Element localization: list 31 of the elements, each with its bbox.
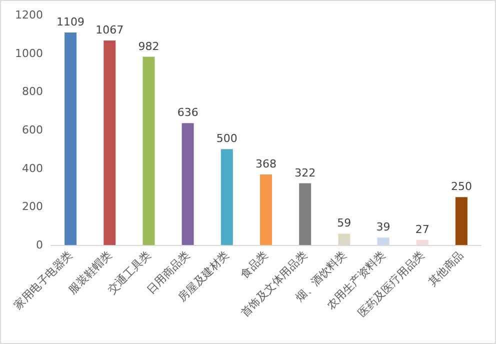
data-label: 39: [376, 220, 390, 234]
y-tick-label: 0: [36, 238, 43, 252]
bar: [104, 40, 116, 245]
bar: [377, 238, 390, 245]
bar: [182, 123, 194, 245]
data-label: 1067: [96, 23, 124, 36]
bar: [338, 234, 350, 245]
y-tick-label: 1000: [15, 46, 43, 60]
data-label: 27: [415, 222, 430, 236]
data-label: 1109: [56, 15, 85, 28]
y-tick-label: 400: [22, 162, 43, 175]
bar: [220, 149, 233, 245]
x-tick-label: 其他商品: [426, 248, 466, 289]
bar: [260, 174, 272, 245]
x-tick-label: 食品类: [238, 248, 271, 281]
bar: [416, 240, 428, 245]
y-tick-label: 800: [22, 85, 43, 98]
bar: [299, 183, 312, 245]
data-label: 59: [337, 216, 352, 230]
data-label: 500: [216, 132, 238, 146]
data-label: 250: [450, 180, 472, 194]
y-tick-label: 1200: [15, 8, 43, 22]
bar: [455, 197, 468, 245]
y-tick-label: 200: [22, 200, 43, 214]
data-label: 982: [138, 40, 160, 53]
bar: [64, 32, 77, 245]
data-label: 322: [294, 166, 316, 180]
y-tick-label: 600: [22, 124, 43, 136]
bar: [142, 56, 155, 245]
data-label: 368: [256, 157, 276, 170]
data-label: 636: [177, 106, 198, 120]
